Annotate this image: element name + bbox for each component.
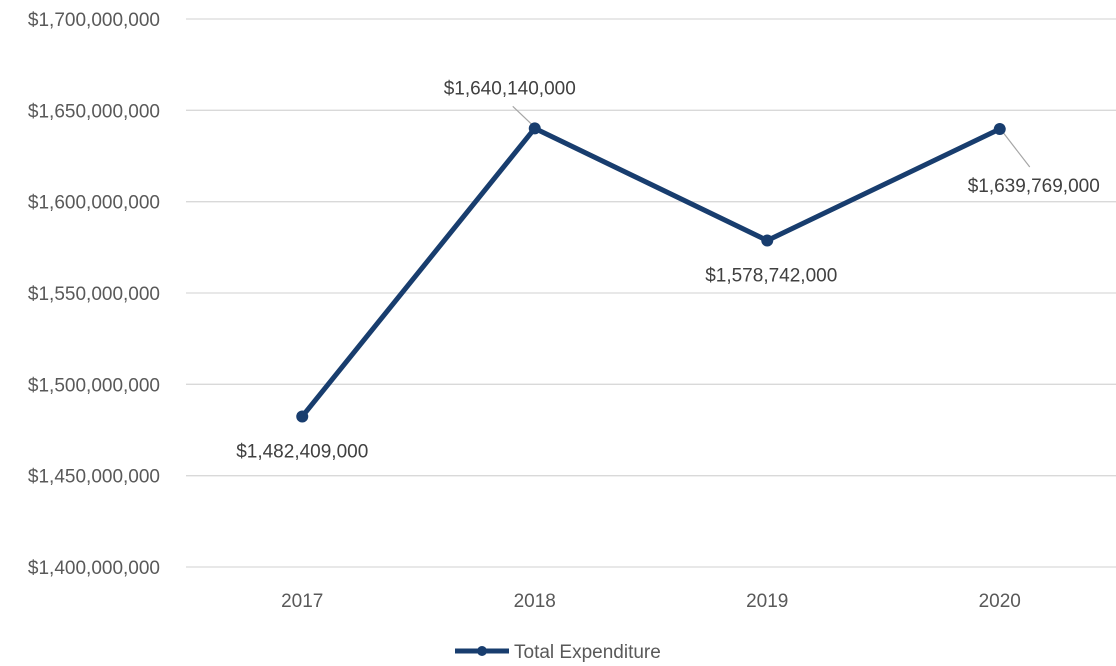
data-label: $1,640,140,000: [444, 78, 576, 99]
x-tick-label: 2019: [746, 591, 788, 612]
y-tick-label: $1,500,000,000: [28, 375, 160, 396]
x-tick-label: 2020: [979, 591, 1021, 612]
y-axis: $1,700,000,000 $1,650,000,000 $1,600,000,0…: [28, 10, 160, 579]
gridlines: [186, 18, 1116, 568]
series-total-expenditure: [296, 122, 1006, 423]
y-tick-label: $1,700,000,000: [28, 10, 160, 31]
legend-dot-marker: [477, 646, 487, 656]
data-point: [993, 123, 1006, 136]
data-label: $1,578,742,000: [705, 265, 837, 286]
y-tick-label: $1,400,000,000: [28, 558, 160, 579]
label-leader-line: [512, 105, 534, 126]
series-line: [299, 125, 1003, 419]
y-tick-label: $1,650,000,000: [28, 101, 160, 122]
data-point: [761, 234, 774, 247]
label-leader-line: [1002, 131, 1031, 168]
y-tick-label: $1,550,000,000: [28, 284, 160, 305]
x-tick-label: 2018: [514, 591, 556, 612]
y-tick-label: $1,450,000,000: [28, 467, 160, 488]
legend: Total Expenditure: [455, 642, 661, 663]
data-labels: $1,482,409,000 $1,640,140,000 $1,578,742,0…: [236, 78, 1100, 462]
legend-label: Total Expenditure: [514, 642, 661, 663]
x-axis: 2017 2018 2019 2020: [281, 591, 1021, 612]
data-point: [528, 122, 541, 135]
x-tick-label: 2017: [281, 591, 323, 612]
data-label: $1,482,409,000: [236, 441, 368, 462]
data-point: [296, 410, 309, 423]
data-label: $1,639,769,000: [968, 176, 1100, 197]
y-tick-label: $1,600,000,000: [28, 193, 160, 214]
data-label-leaders: [512, 105, 1031, 168]
